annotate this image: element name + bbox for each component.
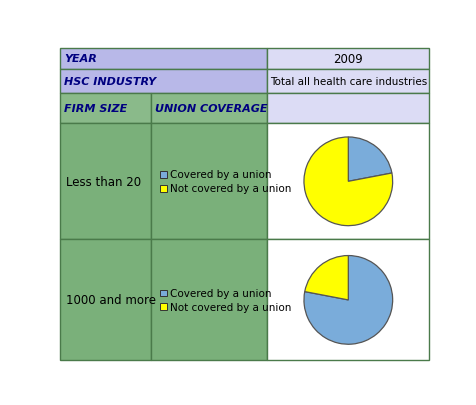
Text: 2009: 2009 [333, 53, 362, 66]
Bar [160, 304, 167, 311]
Bar [160, 171, 167, 179]
Bar [60, 69, 267, 94]
Bar [267, 94, 428, 124]
Bar [151, 124, 267, 240]
Wedge shape [347, 138, 391, 182]
Text: YEAR: YEAR [64, 54, 97, 64]
Text: 1000 and more: 1000 and more [66, 294, 156, 307]
Text: Covered by a union: Covered by a union [170, 288, 271, 298]
Bar [160, 185, 167, 192]
Text: Covered by a union: Covered by a union [170, 170, 271, 180]
Wedge shape [303, 256, 392, 344]
Text: Less than 20: Less than 20 [66, 175, 140, 188]
Bar [160, 290, 167, 297]
Bar [267, 49, 428, 69]
Text: Not covered by a union: Not covered by a union [170, 184, 291, 194]
Bar [151, 240, 267, 360]
Wedge shape [303, 138, 392, 226]
Wedge shape [304, 256, 347, 300]
Text: Total all health care industries: Total all health care industries [269, 77, 426, 87]
Bar [60, 240, 151, 360]
Bar [60, 49, 267, 69]
Bar [267, 124, 428, 240]
Text: UNION COVERAGE: UNION COVERAGE [155, 104, 267, 114]
Bar [267, 240, 428, 360]
Text: HSC INDUSTRY: HSC INDUSTRY [64, 77, 156, 87]
Bar [151, 94, 267, 124]
Text: Not covered by a union: Not covered by a union [170, 302, 291, 312]
Bar [60, 124, 151, 240]
Bar [267, 69, 428, 94]
Text: FIRM SIZE: FIRM SIZE [64, 104, 127, 114]
Bar [60, 94, 151, 124]
